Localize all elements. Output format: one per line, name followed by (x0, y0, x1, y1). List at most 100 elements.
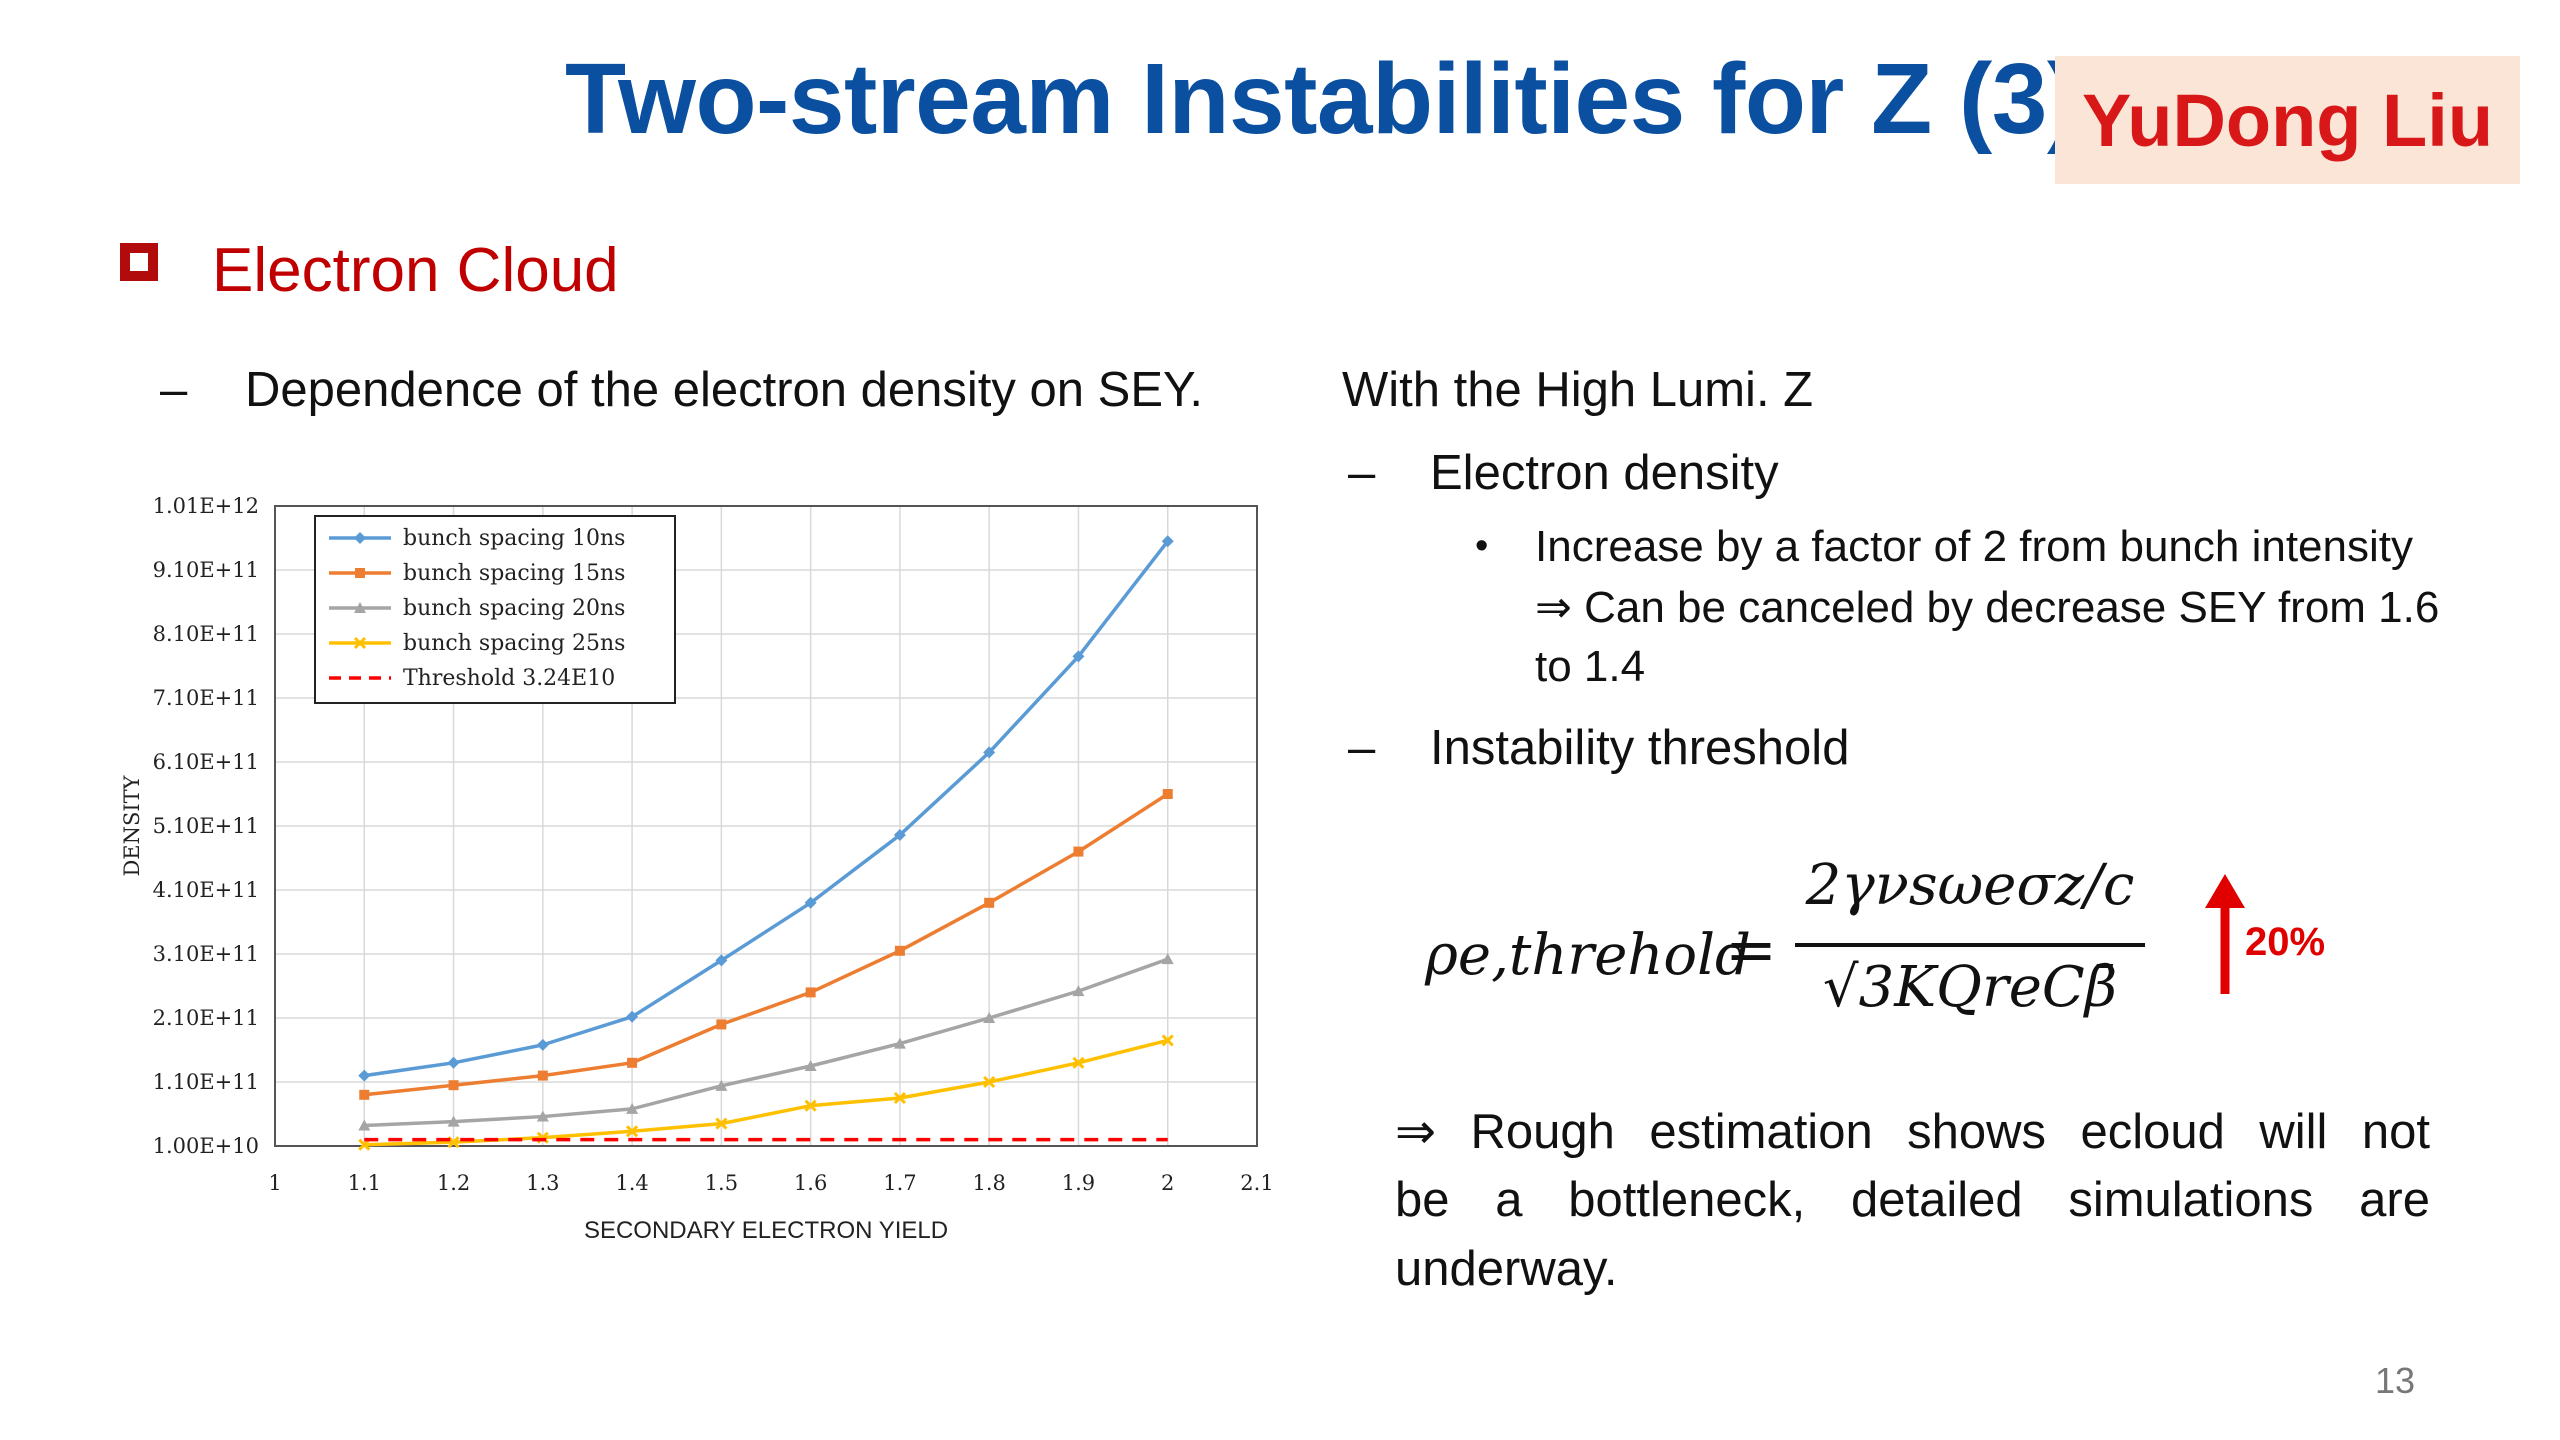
data-point-marker (1072, 985, 1085, 997)
data-point-marker (355, 568, 365, 578)
data-point-marker (983, 746, 996, 759)
data-point-marker (715, 954, 728, 967)
slide-title: Two-stream Instabilities for Z (3) (565, 43, 2080, 155)
author-badge: YuDong Liu (2055, 56, 2520, 184)
data-point-marker (447, 1115, 460, 1127)
y-tick-label: 8.10E+11 (153, 622, 259, 646)
data-point-marker (358, 1138, 371, 1151)
data-point-marker (537, 1070, 548, 1081)
right-item-instability-threshold: Instability threshold (1430, 721, 1850, 775)
conclusion-line-3: underway. (1395, 1242, 1618, 1296)
series-line (364, 792, 1169, 1097)
sey-density-chart: 1.00E+10 1.10E+11 2.10E+11 3.10E+11 4.10E+11… (95, 480, 1295, 1250)
right-sub-line-3: to 1.4 (1535, 642, 1646, 691)
right-heading: With the High Lumi. Z (1342, 363, 1814, 417)
data-point-marker (983, 1075, 996, 1089)
y-tick-label: 1.00E+10 (153, 1134, 259, 1158)
checkbox-square-icon (120, 243, 158, 281)
data-point-marker (626, 1010, 639, 1023)
x-axis-title: SECONDARY ELECTRON YIELD (584, 1217, 948, 1244)
x-tick-label: 1.8 (972, 1171, 1005, 1195)
x-tick-label: 1.4 (615, 1171, 648, 1195)
data-point-marker (804, 896, 817, 909)
y-tick-label: 5.10E+11 (153, 814, 259, 838)
x-tick-label: 1.2 (437, 1171, 470, 1195)
formula-lhs: ρe,threhold (1425, 923, 1751, 988)
data-point-marker (893, 1037, 906, 1049)
formula-numerator: 2γνsωeσz/c (1805, 853, 2135, 918)
x-tick-label: 1.3 (526, 1171, 559, 1195)
y-tick-label: 7.10E+11 (153, 686, 259, 710)
x-tick-label: 2.1 (1240, 1171, 1273, 1195)
data-point-marker (626, 1125, 639, 1138)
data-point-marker (984, 897, 995, 908)
x-tick-label: 1.6 (794, 1171, 827, 1195)
data-point-marker (358, 1119, 371, 1131)
right-sub-line-2: ⇒ Can be canceled by decrease SEY from 1… (1535, 583, 2440, 632)
data-point-marker (1161, 1034, 1174, 1047)
data-point-marker (536, 1110, 549, 1122)
y-tick-label: 1.01E+12 (153, 494, 259, 518)
dot-bullet: • (1475, 525, 1489, 567)
data-point-marker (804, 1099, 817, 1112)
data-point-marker (353, 636, 367, 650)
data-point-marker (626, 1102, 639, 1114)
data-point-marker (893, 1091, 906, 1105)
x-tick-label: 2 (1161, 1171, 1174, 1195)
y-tick-label: 9.10E+11 (153, 558, 259, 582)
data-point-marker (893, 828, 906, 841)
y-tick-label: 6.10E+11 (153, 750, 259, 774)
left-bullet-text: Dependence of the electron density on SE… (245, 363, 1203, 417)
x-tick-label: 1.1 (348, 1171, 381, 1195)
chart-svg: 1.00E+10 1.10E+11 2.10E+11 3.10E+11 4.10E+11… (120, 494, 1274, 1244)
data-point-marker (354, 602, 366, 613)
y-tick-label: 3.10E+11 (153, 942, 259, 966)
fraction-bar (1795, 943, 2145, 947)
data-point-marker (983, 1012, 996, 1023)
data-point-marker (447, 1056, 460, 1069)
dash-bullet: – (160, 363, 188, 417)
data-point-marker (448, 1080, 459, 1091)
formula-denominator: √3KQreCβ̄ (1822, 955, 2118, 1020)
formula-equals: = (1725, 913, 1777, 986)
legend-label: bunch spacing 15ns (403, 561, 625, 586)
x-tick-label: 1 (268, 1171, 281, 1195)
data-point-marker (716, 1019, 727, 1030)
data-point-marker (1161, 535, 1174, 548)
data-point-marker (894, 945, 905, 956)
x-tick-label: 1.9 (1062, 1171, 1095, 1195)
data-point-marker (536, 1038, 549, 1051)
legend-label: Threshold 3.24E10 (403, 666, 615, 691)
right-sub-line-1: Increase by a factor of 2 from bunch int… (1535, 522, 2414, 571)
dash-bullet: – (1348, 721, 1376, 775)
right-item-electron-density: Electron density (1430, 446, 1779, 500)
data-point-marker (447, 1136, 460, 1149)
y-tick-label: 1.10E+11 (153, 1070, 259, 1094)
page-number: 13 (2375, 1360, 2416, 1401)
data-point-marker (627, 1057, 638, 1068)
threshold-formula: ρe,threhold = 2γνsωeσz/c √3KQreCβ̄ (1425, 853, 2145, 1035)
up-arrow-icon (2205, 874, 2245, 994)
data-point-marker (354, 532, 366, 544)
x-tick-label: 1.5 (705, 1171, 738, 1195)
dash-bullet: – (1348, 446, 1376, 500)
data-point-marker (715, 1079, 728, 1091)
data-point-marker (1161, 953, 1174, 965)
data-point-marker (804, 1060, 817, 1071)
y-axis-title: DENSITY (120, 774, 144, 876)
data-point-marker (359, 1089, 370, 1100)
data-point-marker (1162, 789, 1173, 799)
y-tick-label: 4.10E+11 (153, 878, 259, 902)
conclusion-line-2: be a bottleneck, detailed simulations ar… (1395, 1173, 2430, 1227)
increase-percent: 20% (2245, 920, 2326, 964)
y-tick-label: 2.10E+11 (153, 1006, 259, 1030)
x-tick-label: 1.7 (883, 1171, 916, 1195)
plot-frame (274, 505, 1258, 1147)
legend-label: bunch spacing 10ns (403, 526, 625, 551)
conclusion-line-1: ⇒ Rough estimation shows ecloud will not (1395, 1105, 2430, 1159)
series-line (364, 540, 1170, 1078)
data-point-marker (1072, 1056, 1085, 1069)
series-line (364, 957, 1169, 1128)
section-title: Electron Cloud (212, 236, 619, 305)
author-name: YuDong Liu (2081, 78, 2494, 162)
